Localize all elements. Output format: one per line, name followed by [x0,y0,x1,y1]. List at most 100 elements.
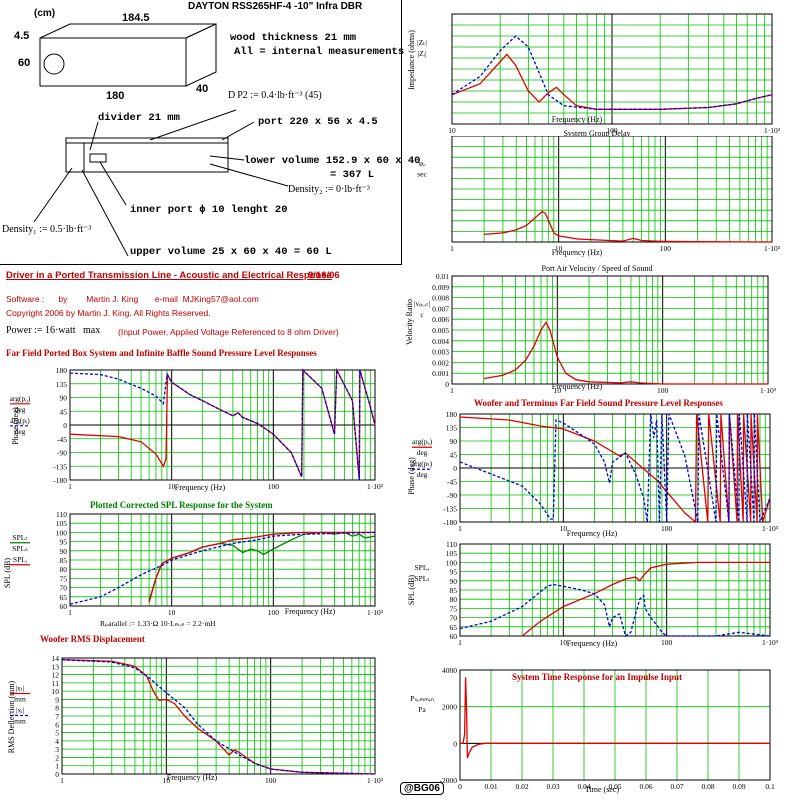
woofer_disp-xtick: 100 [265,776,277,784]
phase_terminus-ytick: -45 [447,478,457,487]
phase_terminus-xlabel: Frequency (Hz) [567,529,618,538]
dp2-formula: D P2 := 0.4·lb·ft⁻³ (45) [228,90,322,101]
woofer_disp-ylabel: RMS Deflection (mm) [7,680,16,753]
port_velocity-legend-entry: c [420,310,424,319]
phase_terminus-xtick: 10 [560,524,568,533]
woofer_disp-legend-entry: mm [14,716,26,725]
group_delay-xtick: 1·10³ [764,244,781,253]
dim-length: 184.5 [122,12,150,24]
port_velocity-frame [451,275,769,385]
spl_corrected-ytick: 110 [56,510,67,519]
port_velocity-xtick: 1 [450,386,454,395]
chart-time-domain: 4000 2000 0 -2000 0 0.01 0.02 0.03 0.04 0.05 0.06 0… [402,654,797,799]
woofer_disp-ytick: 6 [55,720,59,729]
spl_terminus-ytick: 75 [450,604,458,613]
spl_corrected-ytick: 65 [60,593,68,602]
phase_far-legend-entry: deg [15,405,26,414]
port_velocity-ytick: 0.004 [432,337,449,346]
spl_corrected-xtick: 1 [68,608,72,617]
phase_terminus-xtick: 100 [661,524,673,533]
impedance-xtick: 1·10³ [764,126,781,135]
spl_terminus-legend-entry: SPLₐ [415,563,430,572]
time_domain-xtick: 0.08 [701,782,714,791]
time_domain-ytick: -2000 [440,776,458,785]
port_velocity-ytick: 0 [445,380,449,389]
spl_corrected-ytick: 105 [56,519,68,528]
spl_corrected-ytick: 95 [60,538,68,547]
signature: @BG06 [400,782,444,795]
woofer_disp-ytick: 2 [55,753,59,762]
vertical-divider [401,0,402,264]
spl_terminus-legend-entry: SPLₜ [414,574,429,583]
group_delay-series-0 [484,210,773,243]
spl_corrected-legend-entry: SPLᵢ [13,555,28,564]
port_velocity-ytick: 0.005 [432,326,449,335]
lower-volume-label: lower volume 152.9 x 60 x 40 [244,155,421,167]
woofer_disp-xtick: 1·10³ [367,776,384,784]
impedance-series-0 [451,53,773,110]
woofer_disp-ytick: 12 [52,671,60,680]
spl_corrected-ytick: 80 [60,565,68,574]
internal-note: All = internal measurements [234,46,405,58]
port_velocity-xtick: 100 [657,386,669,395]
spl_corrected-xtick: 1·10³ [367,608,384,617]
woofer_disp-ytick: 14 [52,654,60,663]
phase_far-ytick: 90 [60,394,68,403]
phase_far-xtick: 100 [268,482,280,491]
phase_terminus-ylabel: Phase (deg) [407,457,416,495]
phase_terminus-xtick: 1·10³ [762,524,779,533]
spl_corrected-ytick: 100 [56,528,68,537]
spl_terminus-ytick: 70 [450,614,458,623]
phase_far-xtick: 10 [168,482,176,491]
density1-formula: Density₁ := 0.5·lb·ft⁻³ [2,224,92,235]
woofer_disp-ytick: 10 [52,687,60,696]
phase_far-series-1 [69,367,376,481]
phase_terminus-legend-entry: deg [417,470,428,479]
impedance-ylabel: Impedance (ohms) [407,30,416,90]
woofer_disp-ytick: 9 [55,695,59,704]
phase_far-ytick: 45 [60,407,68,416]
spl_corrected-legend-entry: SPLₛ [12,544,28,553]
spl_terminus-ytick: 65 [450,623,458,632]
spl_corrected-series-2 [69,531,376,605]
impedance-legend-entry: |Zₜ| [417,38,427,47]
dim-port-small: 4.5 [14,30,30,42]
woofer_disp-ytick: 5 [55,729,59,738]
phase_terminus-ytick: 135 [446,424,458,433]
spl_corrected-series-1 [148,531,375,603]
phase_terminus-ytick: 45 [450,451,458,460]
cabinet-drawing: (cm) DAYTON RSS265HF-4 -10" Infra DBR 18… [0,0,420,264]
time_domain-xtick: 0.02 [515,782,528,791]
spl_corrected-ylabel: SPL (dB) [3,558,12,588]
time_domain-xtick: 0.07 [670,782,683,791]
impedance-xtick: 100 [606,126,618,135]
time_domain-ytick: 2000 [442,703,457,712]
spl_corrected-title: Plotted Corrected SPL Response for the S… [90,500,273,510]
port_velocity-title: Port Air Velocity / Speed of Sound [542,264,653,273]
port_velocity-xtick: 1·10³ [760,386,777,395]
info-power: Power := 16·watt max [6,325,101,336]
phase_terminus-legend-entry: deg [417,448,428,457]
time_domain-xlabel: Time (sec) [585,785,619,794]
woofer_disp-xtick: 1 [60,776,64,784]
port_velocity-ytick: 0.01 [436,272,449,281]
chart-woofer-disp: 14 13 12 11 10 9 8 7 6 5 4 3 2 1 0 1 10 100 1·10³ Frequency… [0,632,400,785]
woofer_disp-ytick: 8 [55,704,59,713]
diagram-title: DAYTON RSS265HF-4 -10" Infra DBR [188,1,363,12]
port_velocity-ylabel: Velocity Ratio [405,299,414,345]
port_velocity-series-0 [483,321,768,385]
spl_corrected-xtick: 100 [268,608,280,617]
spl_terminus-series-1 [459,583,771,638]
woofer_disp-ytick: 13 [52,662,60,671]
inner-port-label: inner port ϕ 10 lenght 20 [130,204,288,216]
time_domain-ytick: 4000 [442,666,457,675]
spl_corrected-ytick: 75 [60,574,68,583]
phase_far-ytick: -180 [53,476,67,485]
info-date: 9/16/06 [308,270,340,281]
cabinet-svg [33,23,289,257]
impedance-xlabel: Frequency (Hz) [552,115,603,124]
spl_terminus-ytick: 80 [450,595,458,604]
